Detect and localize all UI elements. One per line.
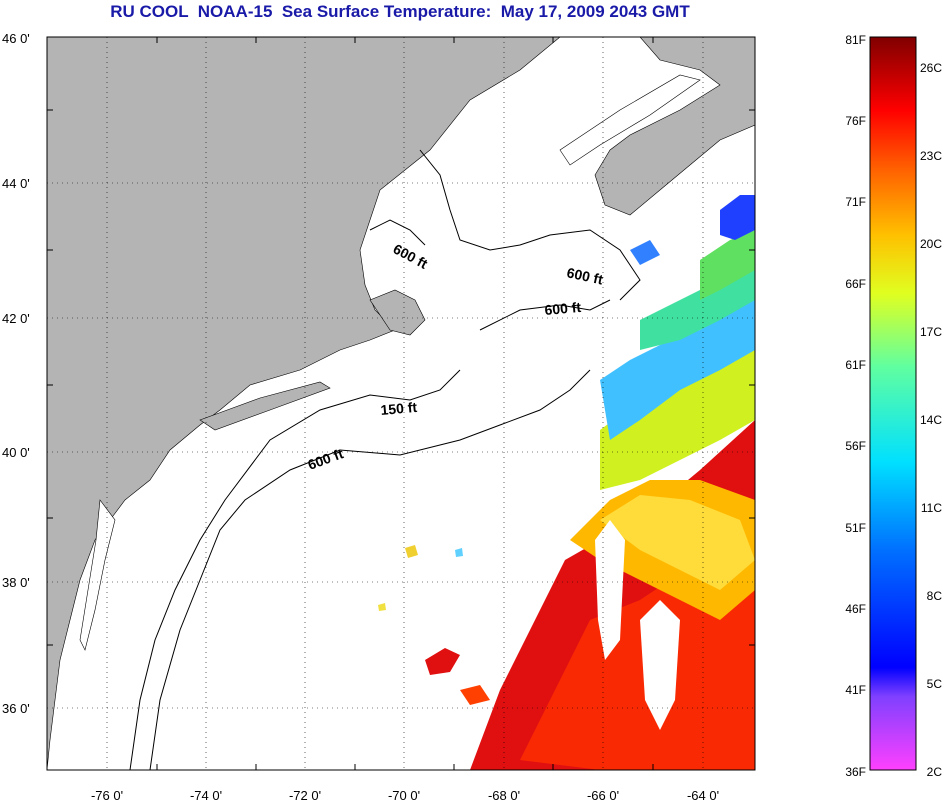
lon-label-70: -70 0' — [388, 788, 420, 803]
color-scale-bar — [869, 36, 917, 771]
scale-f-61: 61F — [845, 358, 866, 372]
land-long-island — [199, 381, 331, 431]
contour-label-600-georges: 600 ft — [544, 299, 582, 318]
scale-f-66: 66F — [845, 277, 866, 291]
colorbar-celsius-labels: 26C 23C 20C 17C 14C 11C 8C 5C 2C — [920, 61, 942, 779]
lat-lon-grid — [47, 37, 755, 770]
lat-label-46: 46 0' — [2, 31, 30, 46]
scale-f-36: 36F — [845, 765, 866, 779]
scale-c-23: 23C — [920, 149, 942, 163]
bathymetry-contours — [129, 149, 641, 770]
land-mainland — [47, 37, 561, 770]
sst-data — [378, 195, 755, 770]
lat-label-40: 40 0' — [2, 445, 30, 460]
lat-label-36: 36 0' — [2, 701, 30, 716]
lon-label-66: -66 0' — [587, 788, 619, 803]
scale-c-11: 11C — [921, 501, 942, 515]
scale-c-20: 20C — [920, 237, 942, 251]
scale-c-5: 5C — [927, 677, 943, 691]
scale-c-14: 14C — [920, 413, 942, 427]
scale-c-8: 8C — [927, 589, 943, 603]
scale-c-26: 26C — [920, 61, 942, 75]
chart-title: RU COOL NOAA-15 Sea Surface Temperature:… — [110, 2, 690, 21]
map-frame — [46, 36, 756, 771]
scale-f-41: 41F — [845, 683, 866, 697]
bay-of-fundy — [559, 74, 701, 166]
scale-c-17: 17C — [920, 325, 942, 339]
scale-f-81: 81F — [845, 33, 866, 47]
scale-c-2: 2C — [927, 765, 943, 779]
lon-label-74: -74 0' — [190, 788, 222, 803]
scale-f-56: 56F — [845, 439, 866, 453]
contour-label-150: 150 ft — [380, 399, 418, 418]
land-nova-scotia — [594, 37, 755, 216]
lat-label-42: 42 0' — [2, 311, 30, 326]
lon-label-72: -72 0' — [289, 788, 321, 803]
lat-label-38: 38 0' — [2, 575, 30, 590]
scale-f-51: 51F — [845, 521, 866, 535]
scale-f-76: 76F — [845, 114, 866, 128]
scale-f-71: 71F — [845, 195, 866, 209]
chesapeake-bay — [79, 499, 116, 651]
lon-label-68: -68 0' — [488, 788, 520, 803]
frame-ticks — [47, 37, 755, 770]
contour-label-600-georges-east: 600 ft — [565, 264, 604, 287]
lat-label-44: 44 0' — [2, 176, 30, 191]
land-cape-cod — [369, 289, 426, 336]
lon-label-64: -64 0' — [687, 788, 719, 803]
lon-label-76: -76 0' — [91, 788, 123, 803]
colorbar-fahrenheit-labels: 81F 76F 71F 66F 61F 56F 51F 46F 41F 36F — [845, 33, 866, 779]
scale-f-46: 46F — [845, 602, 866, 616]
